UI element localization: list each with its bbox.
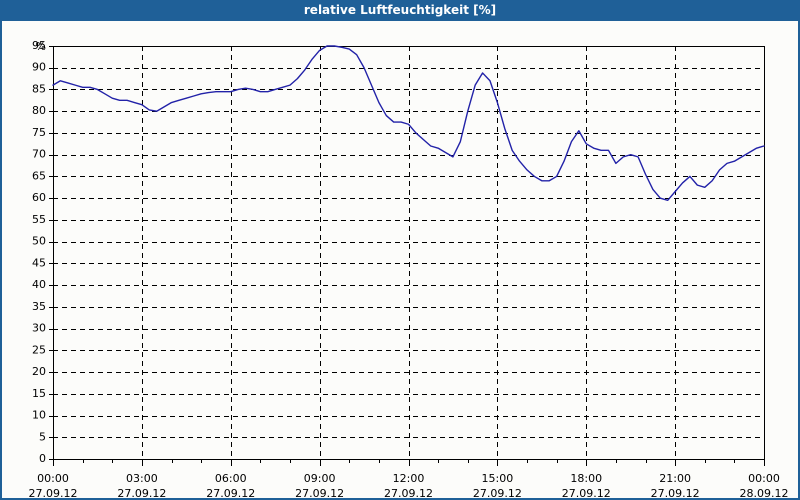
page-title: relative Luftfeuchtigkeit [%] [303,3,497,17]
x-tick-time-3: 03:00 [126,472,158,485]
x-tick-date-15: 27.09.12 [473,487,522,498]
x-tick-time-18: 18:00 [570,472,602,485]
x-tick-time-12: 12:00 [393,472,425,485]
x-tick-date-9: 27.09.12 [295,487,344,498]
y-tick-label-50: 50 [32,235,46,248]
y-tick-label-40: 40 [32,278,46,291]
y-axis-tick-labels: 0 5 10 15 20 25 30 35 40 45 50 55 60 65 70 75 80 85 90 95 [32,39,46,465]
y-tick-label-5: 5 [39,430,46,443]
x-axis-tick-labels: 00:00 27.09.12 03:00 27.09.12 06:00 27.09.12 0… [29,472,789,498]
horizontal-gridlines [53,46,764,438]
y-tick-label-65: 65 [32,169,46,182]
axis-frame [49,46,765,460]
y-tick-label-20: 20 [32,365,46,378]
window-title-bar: relative Luftfeuchtigkeit [%] [2,2,798,21]
vertical-gridlines [142,46,676,459]
y-tick-label-0: 0 [39,452,46,465]
y-tick-label-90: 90 [32,61,46,74]
y-tick-label-25: 25 [32,343,46,356]
y-tick-label-15: 15 [32,387,46,400]
y-tick-label-85: 85 [32,82,46,95]
y-axis-unit-label: % [36,40,46,53]
y-tick-label-80: 80 [32,104,46,117]
x-tick-date-0: 27.09.12 [29,487,78,498]
y-tick-label-75: 75 [32,126,46,139]
y-tick-label-10: 10 [32,409,46,422]
x-tick-time-24: 00:00 [748,472,780,485]
y-tick-label-55: 55 [32,213,46,226]
x-tick-time-6: 06:00 [215,472,247,485]
x-tick-date-6: 27.09.12 [206,487,255,498]
x-tick-date-3: 27.09.12 [117,487,166,498]
y-tick-label-95: 95 [32,39,46,52]
x-tick-time-9: 09:00 [304,472,336,485]
y-tick-label-60: 60 [32,191,46,204]
y-tick-label-45: 45 [32,256,46,269]
x-tick-time-0: 00:00 [37,472,69,485]
y-tick-label-35: 35 [32,300,46,313]
y-tick-label-30: 30 [32,322,46,335]
x-tick-date-18: 27.09.12 [562,487,611,498]
data-series-group [52,45,765,202]
x-tick-time-21: 21:00 [659,472,691,485]
x-tick-time-15: 15:00 [482,472,514,485]
y-tick-label-70: 70 [32,148,46,161]
x-tick-date-24: 28.09.12 [740,487,789,498]
x-axis-minor-ticks [53,459,765,466]
humidity-line-chart: 0 5 10 15 20 25 30 35 40 45 50 55 60 65 70 75 80 85 90 95 0… [29,39,789,498]
humidity-series-line [52,45,765,202]
x-tick-date-21: 27.09.12 [651,487,700,498]
x-tick-date-12: 27.09.12 [384,487,433,498]
plot-area: 0 5 10 15 20 25 30 35 40 45 50 55 60 65 70 75 80 85 90 95 0… [2,23,798,498]
